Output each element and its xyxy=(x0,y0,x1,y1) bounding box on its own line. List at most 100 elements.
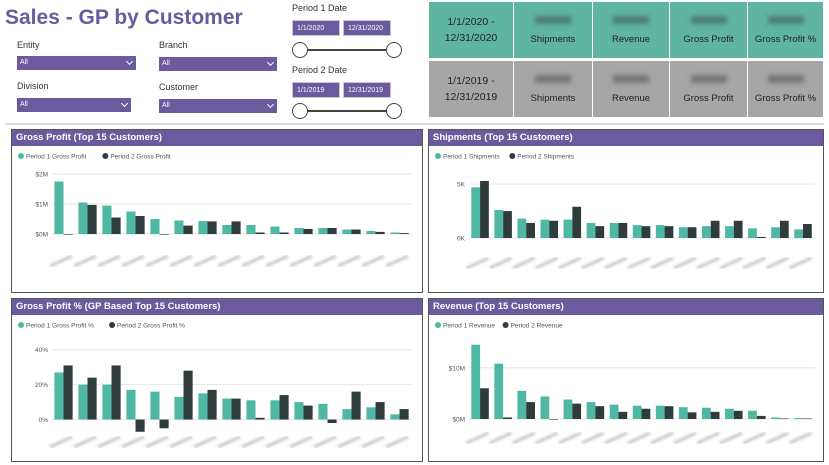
bar xyxy=(678,227,688,238)
x-tick-label-obscured xyxy=(673,431,697,445)
kpi-value-obscured xyxy=(535,16,571,24)
x-tick-label-obscured xyxy=(385,435,409,449)
slider-start-handle[interactable] xyxy=(292,42,308,58)
x-tick-label-obscured xyxy=(535,431,559,445)
bar xyxy=(494,210,504,238)
bar xyxy=(294,402,304,420)
bar xyxy=(572,206,582,238)
branch-dropdown[interactable]: All xyxy=(159,57,277,71)
x-axis-labels-obscured xyxy=(49,254,409,268)
legend-label: Period 1 Revenue xyxy=(443,323,495,330)
period2-start-input[interactable]: 1/1/2019 xyxy=(292,82,340,98)
kpi-value-obscured xyxy=(767,16,804,24)
period2-slider[interactable] xyxy=(292,103,402,119)
x-tick-label-obscured xyxy=(512,256,536,270)
bar xyxy=(255,232,265,234)
bar xyxy=(756,236,766,238)
bar xyxy=(294,228,304,234)
x-tick-label-obscured xyxy=(765,431,790,445)
x-tick-label-obscured xyxy=(121,435,145,449)
bar xyxy=(794,229,804,238)
x-tick-label-obscured xyxy=(465,431,490,445)
slider-track xyxy=(300,110,394,112)
bar xyxy=(111,217,121,234)
x-tick-label-obscured xyxy=(121,254,145,268)
bar xyxy=(480,388,489,419)
bar xyxy=(198,393,208,420)
revenue-chart-panel: Revenue (Top 15 Customers) Period 1 Reve… xyxy=(428,298,824,462)
x-tick-label-obscured xyxy=(650,256,674,270)
slider-end-handle[interactable] xyxy=(386,103,402,119)
kpi-label: Gross Profit % xyxy=(754,34,817,45)
revenue-chart: Period 1 Revenue Period 2 Revenue $10M $0M xyxy=(435,322,815,445)
bar xyxy=(318,228,328,234)
period2-end-input[interactable]: 12/31/2019 xyxy=(343,82,391,98)
bar xyxy=(390,414,400,420)
bar xyxy=(390,232,400,234)
gross-profit-pct-chart: Period 1 Gross Profit % Period 2 Gross Pr… xyxy=(18,322,412,449)
entity-label: Entity xyxy=(17,40,40,50)
customer-value: All xyxy=(162,102,170,109)
kpi-label: Gross Profit % xyxy=(754,93,817,104)
kpi-card: Gross Profit % xyxy=(748,61,824,117)
entity-dropdown[interactable]: All xyxy=(17,56,136,70)
bar xyxy=(78,384,88,420)
kpi-value-obscured xyxy=(613,75,649,83)
legend-marker xyxy=(109,322,116,328)
bar xyxy=(399,233,409,234)
shipments-chart: Period 1 Shipments Period 2 Shipments 5K 0K xyxy=(435,153,815,270)
x-axis-labels-obscured xyxy=(49,435,409,449)
bar xyxy=(255,417,265,420)
bar xyxy=(198,221,208,234)
divider xyxy=(5,123,824,125)
bar xyxy=(159,419,169,429)
slider-end-handle[interactable] xyxy=(386,42,402,58)
bar xyxy=(183,370,193,420)
bar xyxy=(207,389,217,420)
kpi-label: Shipments xyxy=(530,34,576,45)
x-tick-label-obscured xyxy=(337,254,361,268)
x-tick-label-obscured xyxy=(742,256,766,270)
period1-end-input[interactable]: 12/31/2020 xyxy=(343,20,391,36)
period1-start-input[interactable]: 1/1/2020 xyxy=(292,20,340,36)
bar xyxy=(366,231,376,234)
division-dropdown[interactable]: All xyxy=(17,98,131,112)
bar xyxy=(632,225,642,238)
kpi-value-obscured xyxy=(613,16,649,24)
bar xyxy=(664,226,674,238)
bar xyxy=(480,180,489,238)
customer-dropdown[interactable]: All xyxy=(159,99,277,113)
legend-marker xyxy=(502,322,509,328)
legend-label: Period 1 Gross Profit % xyxy=(26,323,94,330)
bar xyxy=(207,221,217,234)
branch-value: All xyxy=(162,60,170,67)
x-tick-label-obscured xyxy=(361,254,385,268)
kpi-period-range: 1/1/2019 - 12/31/2019 xyxy=(429,61,514,117)
bar xyxy=(641,226,651,238)
x-tick-label-obscured xyxy=(385,254,409,268)
kpi-card: Shipments xyxy=(514,61,593,117)
x-tick-label-obscured xyxy=(241,254,265,268)
bar xyxy=(270,400,280,420)
period1-slider[interactable] xyxy=(292,42,402,58)
x-tick-label-obscured xyxy=(788,256,813,270)
x-tick-label-obscured xyxy=(765,256,790,270)
bar xyxy=(471,344,481,419)
bar xyxy=(609,404,619,419)
bar xyxy=(87,204,97,234)
x-tick-label-obscured xyxy=(742,431,766,445)
bar xyxy=(471,187,481,238)
bar xyxy=(231,221,241,234)
bar xyxy=(771,227,780,238)
x-tick-label-obscured xyxy=(719,256,743,270)
entity-value: All xyxy=(20,59,28,66)
x-tick-label-obscured xyxy=(241,435,265,449)
slider-start-handle[interactable] xyxy=(292,103,308,119)
customer-label: Customer xyxy=(159,82,199,92)
period2-label: Period 2 Date xyxy=(292,65,348,75)
bar xyxy=(174,220,184,234)
bar xyxy=(303,228,313,234)
y-tick-label: 0K xyxy=(457,236,466,243)
x-tick-label-obscured xyxy=(558,431,582,445)
x-tick-label-obscured xyxy=(169,435,193,449)
